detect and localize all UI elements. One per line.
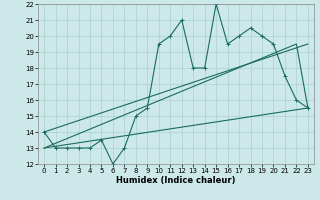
X-axis label: Humidex (Indice chaleur): Humidex (Indice chaleur): [116, 176, 236, 185]
